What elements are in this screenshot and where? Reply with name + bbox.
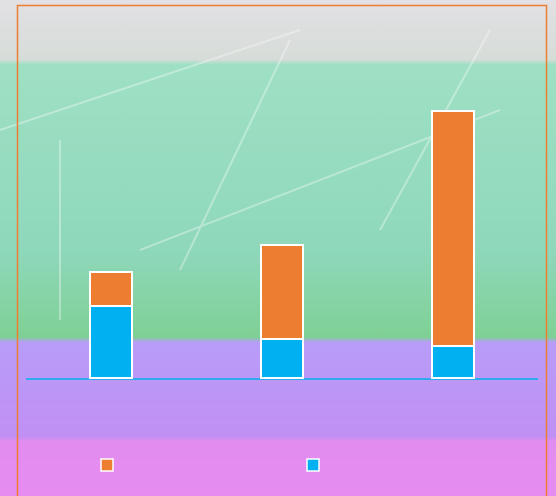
bar-segment	[260, 244, 304, 340]
bar-segment	[431, 345, 475, 379]
legend-marker	[100, 458, 114, 472]
bar-segment	[89, 271, 133, 307]
plot-border	[16, 4, 548, 496]
bar-segment	[260, 338, 304, 379]
bar-segment	[89, 305, 133, 379]
bar-segment	[431, 110, 475, 347]
legend-marker	[306, 458, 320, 472]
